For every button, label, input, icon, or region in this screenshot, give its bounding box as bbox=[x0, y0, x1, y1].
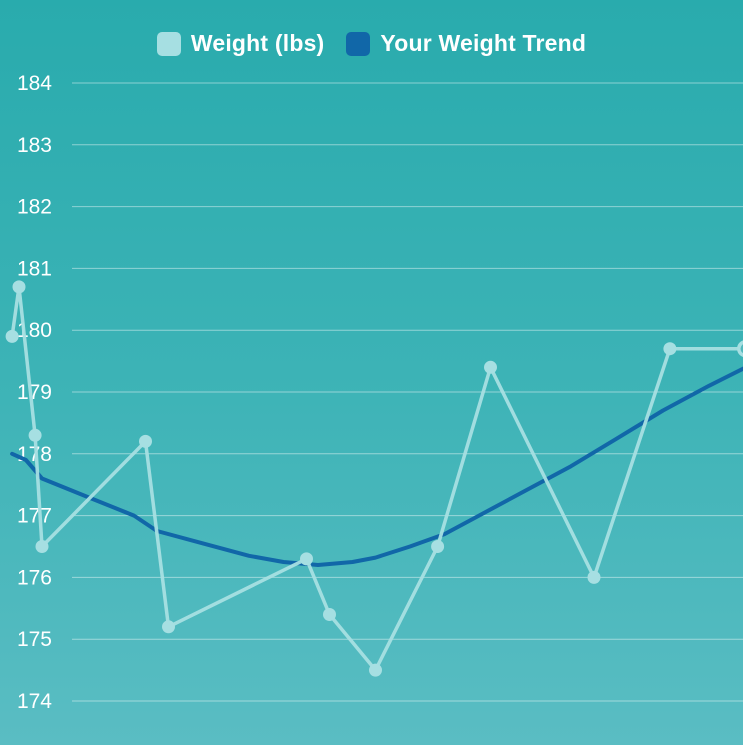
weight-point-12[interactable] bbox=[663, 342, 677, 356]
y-tick-label-176: 176 bbox=[17, 566, 52, 589]
legend-item-trend[interactable]: Your Weight Trend bbox=[346, 30, 586, 57]
legend-label-weight: Weight (lbs) bbox=[190, 30, 325, 56]
y-tick-label-184: 184 bbox=[17, 72, 52, 95]
weight-point-3[interactable] bbox=[35, 540, 49, 553]
weight-point-9[interactable] bbox=[431, 540, 445, 553]
legend-swatch-weight bbox=[156, 31, 181, 56]
weight-point-4[interactable] bbox=[139, 434, 152, 448]
y-tick-label-175: 175 bbox=[17, 628, 52, 651]
y-tick-label-174: 174 bbox=[17, 690, 52, 713]
legend-label-trend: Your Weight Trend bbox=[380, 30, 587, 56]
series-weight bbox=[5, 280, 743, 677]
trend-series-line bbox=[10, 366, 743, 567]
legend-item-weight[interactable]: Weight (lbs) bbox=[156, 30, 325, 57]
weight-point-7[interactable] bbox=[323, 608, 336, 621]
y-tick-label-183: 183 bbox=[17, 134, 52, 157]
weight-point-2[interactable] bbox=[28, 428, 42, 442]
y-tick-label-177: 177 bbox=[17, 505, 52, 528]
grid-lines bbox=[72, 82, 743, 702]
weight-series-line bbox=[10, 285, 743, 672]
y-tick-label-182: 182 bbox=[17, 196, 52, 219]
weight-point-11[interactable] bbox=[587, 570, 601, 584]
weight-point-0[interactable] bbox=[5, 329, 19, 343]
weight-point-8[interactable] bbox=[369, 663, 382, 677]
series-layer bbox=[5, 280, 743, 677]
weight-point-1[interactable] bbox=[12, 280, 26, 294]
chart-legend: Weight (lbs) Your Weight Trend bbox=[0, 30, 743, 57]
weight-point-10[interactable] bbox=[484, 360, 497, 374]
weight-point-5[interactable] bbox=[162, 620, 175, 634]
legend-swatch-trend bbox=[346, 31, 371, 56]
y-tick-label-181: 181 bbox=[17, 257, 52, 280]
weight-point-13[interactable] bbox=[737, 340, 743, 357]
series-trend bbox=[10, 366, 743, 567]
y-tick-label-179: 179 bbox=[17, 381, 52, 404]
weight-point-6[interactable] bbox=[300, 552, 313, 566]
